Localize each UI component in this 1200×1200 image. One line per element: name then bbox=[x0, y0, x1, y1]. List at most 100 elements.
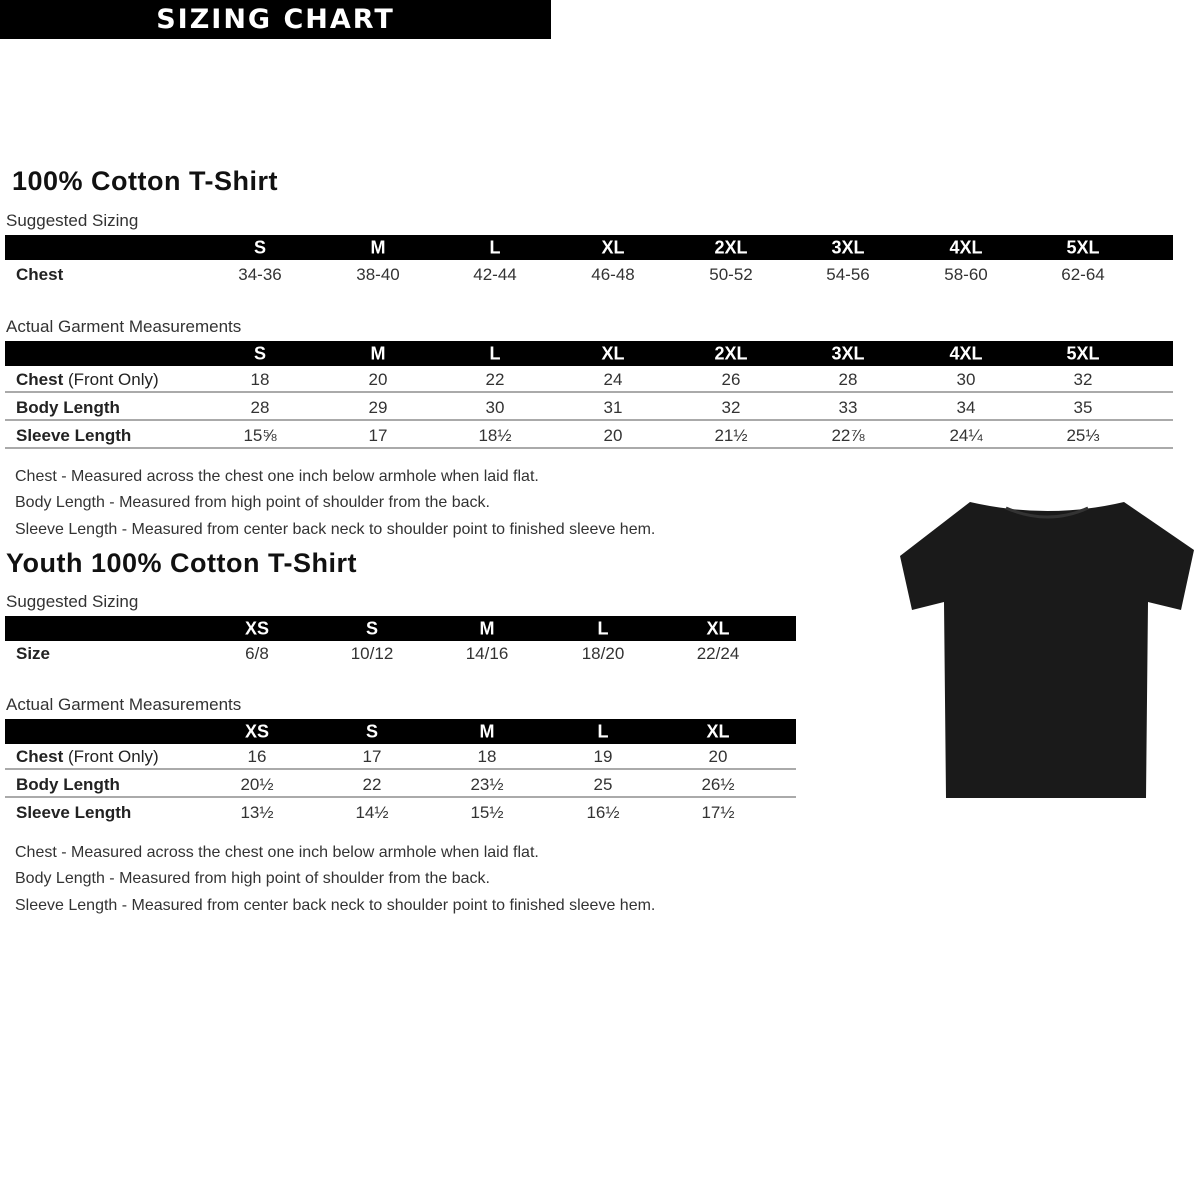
row-label: Body Length bbox=[16, 398, 120, 417]
cell-value: 18/20 bbox=[581, 644, 625, 663]
size-header: M bbox=[370, 237, 386, 257]
row-label: Size bbox=[16, 644, 51, 663]
cell-value: 19 bbox=[593, 747, 613, 766]
size-header: S bbox=[253, 343, 267, 363]
row-label: Chest bbox=[16, 265, 64, 284]
measurement-note: Body Length - Measured from high point o… bbox=[15, 870, 490, 887]
cell-value: 26 bbox=[721, 370, 741, 389]
cell-value: 24¼ bbox=[949, 426, 983, 445]
table-row: Size 6/8 10/12 14/16 18/20 22/24 bbox=[4, 644, 795, 666]
cell-value: 14½ bbox=[355, 803, 389, 822]
youth-title: Youth 100% Cotton T-Shirt bbox=[6, 548, 357, 578]
row-divider bbox=[5, 447, 1173, 449]
cell-value: 38-40 bbox=[356, 265, 400, 284]
size-header: 5XL bbox=[1066, 237, 1100, 257]
measurement-note: Chest - Measured across the chest one in… bbox=[15, 844, 539, 861]
cell-value: 34 bbox=[956, 398, 976, 417]
size-header: L bbox=[489, 343, 501, 363]
t-shirt-image bbox=[900, 502, 1194, 798]
cell-value: 33 bbox=[838, 398, 858, 417]
cell-value: 6/8 bbox=[245, 644, 269, 663]
table-row: Chest (Front Only) 16 17 18 19 20 bbox=[4, 747, 795, 769]
cell-value: 42-44 bbox=[473, 265, 517, 284]
table-row: Chest 34-36 38-40 42-44 46-48 50-52 54-56 58-60… bbox=[4, 265, 1172, 287]
cell-value: 20 bbox=[603, 426, 623, 445]
row-label: Chest (Front Only) bbox=[16, 370, 159, 389]
size-header: 3XL bbox=[831, 237, 865, 257]
row-label: Chest (Front Only) bbox=[16, 747, 159, 766]
size-header: S bbox=[365, 721, 379, 741]
cell-value: 13½ bbox=[240, 803, 274, 822]
cell-value: 17½ bbox=[701, 803, 735, 822]
size-header: 4XL bbox=[949, 237, 983, 257]
cell-value: 20½ bbox=[240, 775, 274, 794]
cell-value: 31 bbox=[603, 398, 623, 417]
cell-value: 32 bbox=[1073, 370, 1093, 389]
size-header: XS bbox=[244, 721, 270, 741]
size-header: M bbox=[370, 343, 386, 363]
cell-value: 35 bbox=[1073, 398, 1093, 417]
cell-value: 22⅞ bbox=[831, 426, 865, 445]
cell-value: 58-60 bbox=[944, 265, 988, 284]
cell-value: 28 bbox=[838, 370, 858, 389]
cell-value: 30 bbox=[485, 398, 505, 417]
table-row: Chest (Front Only) 18 20 22 24 26 28 30 32 bbox=[4, 370, 1172, 392]
size-header: 2XL bbox=[714, 237, 748, 257]
size-header: M bbox=[479, 721, 495, 741]
cell-value: 14/16 bbox=[465, 644, 509, 663]
size-header: S bbox=[365, 618, 379, 638]
sizing-chart-banner: SIZING CHART bbox=[0, 0, 551, 39]
row-divider bbox=[5, 419, 1173, 421]
cell-value: 26½ bbox=[701, 775, 735, 794]
size-header: M bbox=[479, 618, 495, 638]
cell-value: 20 bbox=[708, 747, 728, 766]
cell-value: 34-36 bbox=[238, 265, 282, 284]
size-header: XL bbox=[706, 618, 730, 638]
size-header: S bbox=[253, 237, 267, 257]
cell-value: 17 bbox=[362, 747, 382, 766]
youth-actual-label: Actual Garment Measurements bbox=[6, 695, 242, 714]
youth-actual-header-bar: XS S M L XL bbox=[5, 719, 796, 744]
size-header: 5XL bbox=[1066, 343, 1100, 363]
measurement-note: Sleeve Length - Measured from center bac… bbox=[15, 897, 656, 914]
cell-value: 15⅝ bbox=[243, 426, 277, 445]
size-header: 3XL bbox=[831, 343, 865, 363]
table-row: Body Length 28 29 30 31 32 33 34 35 bbox=[4, 398, 1172, 420]
size-header: L bbox=[597, 618, 609, 638]
size-header: L bbox=[489, 237, 501, 257]
cell-value: 54-56 bbox=[826, 265, 870, 284]
cell-value: 21½ bbox=[714, 426, 748, 445]
measurement-note: Body Length - Measured from high point o… bbox=[15, 494, 490, 511]
adult-actual-header-bar: S M L XL 2XL 3XL 4XL 5XL bbox=[5, 341, 1173, 366]
cell-value: 46-48 bbox=[591, 265, 635, 284]
row-divider bbox=[5, 796, 796, 798]
cell-value: 16 bbox=[247, 747, 267, 766]
row-divider bbox=[5, 391, 1173, 393]
adult-title: 100% Cotton T-Shirt bbox=[12, 166, 279, 196]
size-header: 4XL bbox=[949, 343, 983, 363]
row-label: Sleeve Length bbox=[16, 426, 132, 445]
cell-value: 22 bbox=[362, 775, 382, 794]
table-row: Sleeve Length 15⅝ 17 18½ 20 21½ 22⅞ 24¼ 25⅓ bbox=[4, 426, 1172, 448]
table-row: Body Length 20½ 22 23½ 25 26½ bbox=[4, 775, 795, 797]
cell-value: 18 bbox=[477, 747, 497, 766]
row-label: Body Length bbox=[16, 775, 120, 794]
cell-value: 16½ bbox=[586, 803, 620, 822]
size-header: 2XL bbox=[714, 343, 748, 363]
cell-value: 18 bbox=[250, 370, 270, 389]
cell-value: 22/24 bbox=[696, 644, 740, 663]
size-header: XL bbox=[601, 343, 625, 363]
cell-value: 62-64 bbox=[1061, 265, 1105, 284]
cell-value: 29 bbox=[368, 398, 388, 417]
size-header: XL bbox=[601, 237, 625, 257]
size-header: XS bbox=[244, 618, 270, 638]
cell-value: 23½ bbox=[470, 775, 504, 794]
size-header: XL bbox=[706, 721, 730, 741]
cell-value: 15½ bbox=[470, 803, 504, 822]
cell-value: 10/12 bbox=[350, 644, 394, 663]
youth-suggested-header-bar: XS S M L XL bbox=[5, 616, 796, 641]
row-divider bbox=[5, 768, 796, 770]
adult-suggested-header-bar: S M L XL 2XL 3XL 4XL 5XL bbox=[5, 235, 1173, 260]
cell-value: 24 bbox=[603, 370, 623, 389]
cell-value: 18½ bbox=[478, 426, 512, 445]
